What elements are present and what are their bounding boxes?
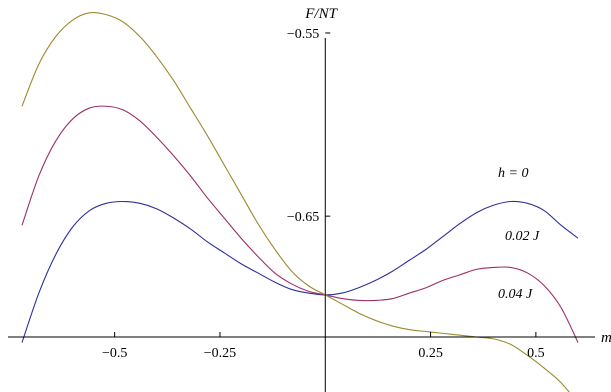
- x-tick-label: 0.5: [527, 346, 545, 361]
- series-label-3: 0.04 J: [498, 287, 533, 302]
- x-ticks: −0.5 −0.25 0.25 0.5: [102, 332, 545, 361]
- series-label-1: h = 0: [498, 166, 528, 181]
- x-tick-label: 0.25: [418, 346, 443, 361]
- y-axis-title: F/NT: [304, 6, 338, 22]
- series-line-1: [21, 200, 579, 343]
- series-label-2: 0.02 J: [505, 229, 540, 244]
- y-tick-label: −0.55: [287, 27, 319, 42]
- x-axis-title: m: [601, 330, 611, 346]
- y-tick-label: −0.65: [287, 210, 319, 225]
- series-layer: [21, 11, 579, 392]
- y-ticks: −0.55 −0.65: [287, 27, 331, 225]
- series-labels: h = 0 0.02 J 0.04 J: [498, 166, 540, 302]
- series-line-2: [21, 105, 579, 343]
- series-line-3: [21, 11, 570, 392]
- x-tick-label: −0.25: [204, 346, 236, 361]
- x-tick-label: −0.5: [102, 346, 127, 361]
